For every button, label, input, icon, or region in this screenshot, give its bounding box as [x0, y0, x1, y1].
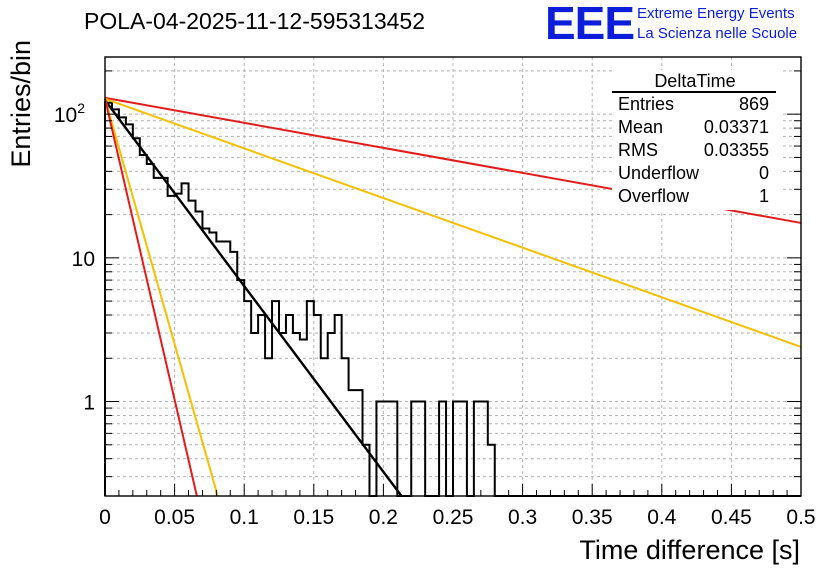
y-tick-label: 10	[72, 248, 95, 271]
stats-background	[612, 70, 780, 210]
series-line-fit	[104, 99, 403, 497]
x-tick-label: 0.1	[230, 506, 259, 529]
y-tick-label: 1	[83, 392, 95, 415]
x-tick-label: 0.3	[508, 506, 537, 529]
x-tick-label: 0.35	[572, 506, 613, 529]
stats-row-label: Mean	[618, 117, 663, 137]
stats-row-label: Underflow	[618, 163, 700, 183]
stats-row-label: Overflow	[618, 186, 690, 206]
stats-row-value: 1	[759, 186, 769, 206]
stats-row-value: 869	[739, 94, 769, 114]
logo-line-2: La Scienza nelle Scuole	[637, 25, 798, 42]
x-axis-label: Time difference [s]	[579, 535, 800, 565]
series-line-lower-orange	[104, 98, 219, 497]
page-title: POLA-04-2025-11-12-595313452	[84, 8, 425, 34]
x-tick-label: 0.25	[433, 506, 474, 529]
series-line-lower-red	[104, 98, 198, 497]
x-tick-label: 0.4	[647, 506, 677, 529]
logo-line-1: Extreme Energy Events	[637, 5, 795, 22]
x-tick-label: 0	[99, 506, 111, 529]
x-tick-label: 0.15	[293, 506, 334, 529]
stats-row-label: RMS	[618, 140, 658, 160]
stats-row-value: 0.03355	[704, 140, 769, 160]
series-line-upper-orange	[104, 97, 802, 348]
stats-row-label: Entries	[618, 94, 674, 114]
x-tick-label: 0.45	[711, 506, 752, 529]
x-tick-label: 0.5	[786, 506, 815, 529]
stats-name: DeltaTime	[654, 71, 735, 91]
logo-mark: EEE	[545, 0, 635, 49]
x-tick-label: 0.05	[154, 506, 195, 529]
x-tick-label: 0.2	[369, 506, 398, 529]
y-tick-label: 102	[54, 100, 85, 127]
stats-box: DeltaTime Entries 869 Mean 0.03371 RMS 0.03355…	[612, 70, 780, 210]
stats-row-value: 0.03371	[704, 117, 769, 137]
stats-row-value: 0	[759, 163, 769, 183]
y-axis-label: Entries/bin	[6, 40, 36, 168]
axes: 0 0.05 0.1 0.15 0.2 0.25 0.3 0.35 0.4 0.45 0.51101…	[54, 56, 816, 529]
